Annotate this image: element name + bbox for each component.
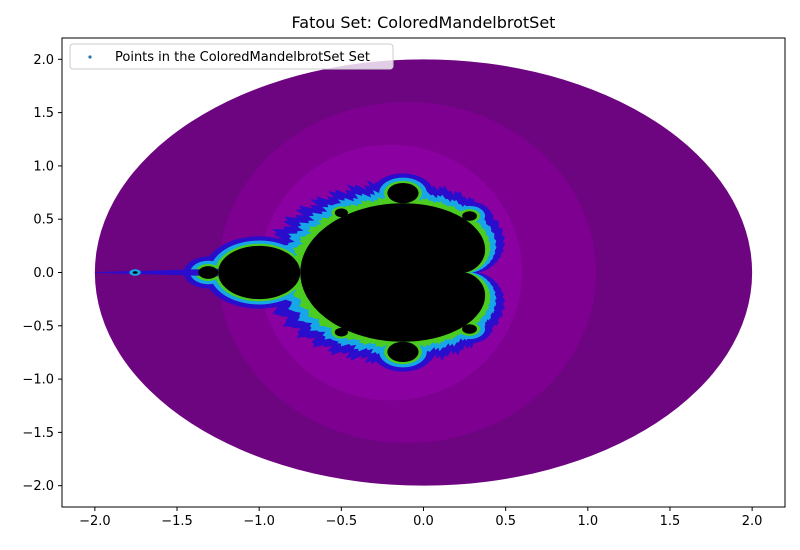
y-tick-label: −1.0 [22, 373, 54, 388]
x-tick-label: 0.0 [413, 514, 434, 529]
antenna-filament [94, 268, 219, 277]
mandelbrot-bulb [334, 208, 348, 218]
y-tick-label: −0.5 [22, 319, 54, 334]
x-tick-label: 1.5 [660, 514, 681, 529]
legend-box [69, 43, 394, 70]
y-tick-label: 1.5 [33, 106, 54, 121]
x-axis: −2.0 −1.5 −1.0 −0.5 0.0 0.5 1.0 1.5 2.0 [79, 507, 762, 529]
y-tick-label: −1.5 [22, 426, 54, 441]
x-tick-label: −0.5 [326, 514, 358, 529]
chart-title: Fatou Set: ColoredMandelbrotSet [292, 13, 556, 32]
x-tick-label: −1.5 [161, 514, 193, 529]
mandelbrot-bulb [198, 266, 219, 279]
mandelbrot-bulb [218, 245, 301, 300]
y-tick-label: 0.5 [33, 213, 54, 228]
mandelbrot-bulb [334, 327, 348, 337]
y-tick-label: 1.0 [33, 159, 54, 174]
legend-label: Points in the ColoredMandelbrotSet Set [115, 50, 370, 65]
mandelbrot-bulb [462, 211, 477, 221]
y-tick-label: −2.0 [22, 479, 54, 494]
legend-marker [88, 55, 92, 59]
y-tick-label: 0.0 [33, 266, 54, 281]
x-tick-label: 0.5 [495, 514, 516, 529]
x-tick-label: 2.0 [742, 514, 763, 529]
y-axis: 2.0 1.5 1.0 0.5 0.0 −0.5 −1.0 −1.5 −2.0 [22, 53, 62, 494]
antenna-minibrot [132, 271, 138, 274]
mandelbrot-cardioid [300, 203, 486, 342]
x-tick-label: 1.0 [577, 514, 598, 529]
mandelbrot-bulb [387, 182, 419, 204]
y-tick-label: 2.0 [33, 53, 54, 68]
mandelbrot-bulb [462, 324, 477, 334]
plot-area [94, 59, 753, 486]
x-tick-label: −2.0 [79, 514, 111, 529]
legend: Points in the ColoredMandelbrotSet Set [69, 43, 394, 70]
mandelbrot-bulb [387, 341, 419, 363]
x-tick-label: −1.0 [243, 514, 275, 529]
